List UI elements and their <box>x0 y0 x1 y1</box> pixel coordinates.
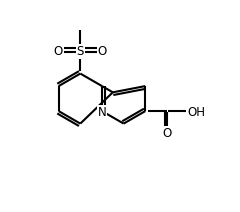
Text: O: O <box>98 45 107 58</box>
Text: S: S <box>77 45 84 58</box>
Text: O: O <box>163 127 172 139</box>
Text: N: N <box>98 106 106 119</box>
Text: O: O <box>54 45 63 58</box>
Text: OH: OH <box>187 106 205 119</box>
